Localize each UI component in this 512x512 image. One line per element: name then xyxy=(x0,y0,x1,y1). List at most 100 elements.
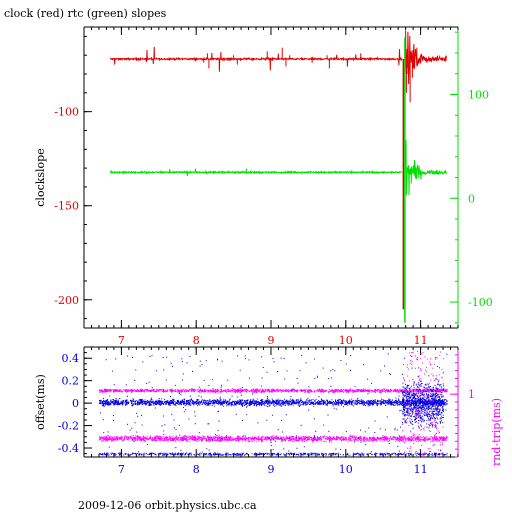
rndtrip-point xyxy=(174,437,176,439)
rndtrip-point xyxy=(226,438,228,440)
rndtrip-point xyxy=(230,389,232,391)
offset-point xyxy=(147,402,149,404)
rndtrip-point xyxy=(193,435,195,437)
offset-point xyxy=(275,405,277,407)
rndtrip-point xyxy=(178,390,180,392)
rndtrip-point xyxy=(320,389,322,391)
rndtrip-point xyxy=(349,438,351,439)
rndtrip-point xyxy=(200,440,202,441)
rndtrip-point xyxy=(310,391,312,393)
rndtrip-point xyxy=(350,436,352,437)
rndtrip-point xyxy=(383,389,385,391)
rndtrip-point xyxy=(216,390,218,392)
offset-point xyxy=(268,405,270,407)
rndtrip-point xyxy=(400,439,402,441)
rndtrip-point xyxy=(193,437,195,439)
rndtrip-point xyxy=(352,392,354,393)
offset-point xyxy=(114,400,116,402)
offset-point xyxy=(292,400,294,402)
offset-point xyxy=(409,401,411,403)
rndtrip-point xyxy=(363,439,365,441)
rndtrip-point xyxy=(256,390,257,392)
rndtrip-point xyxy=(285,389,287,391)
offset-point xyxy=(192,400,194,402)
rndtrip-point xyxy=(119,438,120,440)
offset-point xyxy=(250,404,251,406)
rndtrip-point xyxy=(104,438,106,440)
rndtrip-point xyxy=(200,391,202,393)
rndtrip-point xyxy=(265,437,267,439)
offset-point xyxy=(376,403,378,405)
rndtrip-point xyxy=(235,437,237,439)
rndtrip-point xyxy=(132,437,134,439)
rndtrip-point xyxy=(387,439,388,441)
offset-point xyxy=(364,405,366,406)
rndtrip-point xyxy=(289,435,291,437)
rndtrip-point xyxy=(369,389,371,391)
rndtrip-point xyxy=(399,436,400,437)
rndtrip-point xyxy=(231,439,233,441)
rndtrip-point xyxy=(248,437,250,438)
x-tick-label: 7 xyxy=(118,334,125,347)
rndtrip-point xyxy=(198,390,200,392)
rndtrip-point xyxy=(127,390,129,392)
rndtrip-point xyxy=(122,439,124,441)
rndtrip-point xyxy=(443,436,445,438)
rndtrip-point xyxy=(426,439,428,441)
rndtrip-point xyxy=(161,437,163,439)
rndtrip-point xyxy=(296,440,298,442)
rndtrip-point xyxy=(285,439,287,441)
rndtrip-point xyxy=(254,390,256,392)
rndtrip-point xyxy=(102,391,104,392)
rndtrip-point xyxy=(105,438,107,440)
offset-point xyxy=(319,403,321,404)
offset-point xyxy=(263,403,265,405)
rndtrip-point xyxy=(140,438,142,440)
rndtrip-point xyxy=(142,390,144,391)
rndtrip-point xyxy=(274,435,276,437)
rndtrip-point xyxy=(155,391,157,393)
offset-point xyxy=(103,399,105,401)
rndtrip-point xyxy=(172,438,174,440)
rndtrip-point xyxy=(201,439,203,441)
rndtrip-point xyxy=(400,439,402,441)
rndtrip-point xyxy=(239,390,241,391)
rndtrip-point xyxy=(210,436,212,438)
rndtrip-point xyxy=(102,439,104,441)
offset-point xyxy=(300,404,302,406)
rndtrip-point xyxy=(174,439,176,441)
rndtrip-point xyxy=(163,390,165,392)
rndtrip-point xyxy=(223,390,225,392)
offset-point xyxy=(213,399,215,401)
rndtrip-point xyxy=(349,390,351,392)
offset-point xyxy=(371,404,373,406)
rndtrip-point xyxy=(372,440,374,442)
rndtrip-point xyxy=(124,438,125,440)
rndtrip-point xyxy=(166,437,168,439)
offset-point xyxy=(288,401,290,403)
rndtrip-point xyxy=(168,438,170,440)
rndtrip-point xyxy=(251,440,253,442)
rndtrip-point xyxy=(270,439,272,441)
rndtrip-point xyxy=(354,437,356,439)
rndtrip-point xyxy=(440,436,442,438)
rndtrip-point xyxy=(236,389,238,391)
rndtrip-point xyxy=(235,389,237,391)
rndtrip-point xyxy=(277,389,279,391)
rndtrip-point xyxy=(217,389,218,391)
rndtrip-point xyxy=(346,437,348,439)
rndtrip-point xyxy=(366,438,368,440)
offset-point xyxy=(224,402,226,404)
offset-point xyxy=(343,402,345,404)
rndtrip-point xyxy=(336,436,338,437)
rndtrip-point xyxy=(191,388,193,390)
rndtrip-point xyxy=(160,436,162,438)
rndtrip-point xyxy=(279,436,281,438)
rndtrip-point xyxy=(367,439,369,441)
rndtrip-point xyxy=(368,439,370,441)
rndtrip-point xyxy=(218,438,220,439)
rndtrip-point xyxy=(142,437,144,439)
offset-point xyxy=(153,402,155,404)
rndtrip-point xyxy=(271,390,273,392)
rndtrip-point xyxy=(386,437,388,439)
